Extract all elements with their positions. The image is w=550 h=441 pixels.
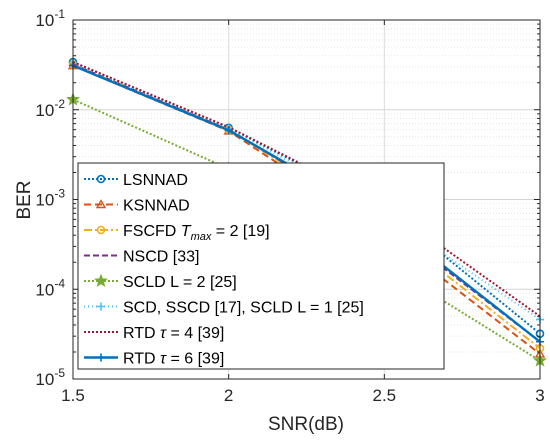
y-tick-exponent: -1	[54, 7, 65, 21]
legend-text-part: = 6 [39]	[166, 351, 224, 368]
legend-marker	[97, 302, 105, 311]
legend-marker	[96, 225, 106, 235]
legend-entry-2: KSNNAD	[84, 198, 190, 215]
legend-marker	[96, 174, 106, 184]
y-axis-label: BER	[14, 180, 35, 219]
legend-entry-1: LSNNAD	[84, 172, 188, 189]
plus-marker	[224, 126, 233, 135]
legend: LSNNAD KSNNAD FSCFD Tmax = 2 [19] NSCD [33]…	[77, 162, 445, 370]
y-tick-base: 10	[35, 191, 54, 210]
y-tick-label: 10-4	[35, 276, 65, 299]
legend-entry-4: NSCD [33]	[84, 249, 199, 266]
y-tick-label: 10-1	[35, 7, 65, 30]
legend-label: RTD τ = 6 [39]	[123, 351, 224, 368]
x-tick-label: 1.5	[61, 386, 85, 405]
series-line	[72, 61, 541, 318]
legend-entry-3: FSCFD Tmax = 2 [19]	[84, 223, 270, 243]
plus-marker	[97, 302, 105, 311]
legend-text-part: = 4 [39]	[166, 325, 224, 342]
legend-entry-6: SCD, SSCD [17], SCLD L = 1 [25]	[84, 300, 364, 317]
plus-marker	[97, 353, 105, 362]
legend-box	[77, 162, 445, 370]
x-tick-label: 3	[535, 386, 544, 405]
series-line	[72, 62, 541, 321]
legend-text-part: RTD	[123, 351, 160, 368]
y-tick-base: 10	[35, 11, 54, 30]
legend-entry-5: SCLD L = 2 [25]	[84, 273, 237, 291]
legend-text-part: = 2 [19]	[211, 223, 269, 240]
data-point	[224, 126, 233, 135]
legend-entry-7: RTD τ = 4 [39]	[84, 325, 224, 342]
star-marker	[93, 273, 109, 287]
x-tick-label: 2	[224, 386, 233, 405]
y-tick-exponent: -4	[54, 276, 65, 290]
legend-marker	[95, 199, 107, 209]
x-tick-label: 2.5	[373, 386, 397, 405]
y-tick-base: 10	[35, 370, 54, 389]
legend-text-part: RTD	[123, 325, 160, 342]
series-line	[72, 64, 541, 355]
legend-label: SCD, SSCD [17], SCLD L = 1 [25]	[123, 300, 364, 317]
circle-marker	[96, 225, 106, 235]
legend-marker	[97, 353, 105, 362]
legend-label: LSNNAD	[123, 172, 188, 189]
legend-label: FSCFD Tmax = 2 [19]	[123, 223, 270, 243]
triangle-marker	[95, 199, 107, 209]
legend-text-symbol: τ	[160, 351, 167, 368]
y-tick-exponent: -5	[54, 366, 65, 380]
legend-label: NSCD [33]	[123, 249, 199, 266]
circle-marker	[96, 174, 106, 184]
legend-text-symbol: τ	[160, 325, 167, 342]
y-tick-exponent: -2	[54, 97, 65, 111]
y-tick-base: 10	[35, 280, 54, 299]
legend-text-subscript: max	[191, 231, 212, 243]
y-tick-exponent: -3	[54, 187, 65, 201]
legend-marker	[93, 273, 109, 287]
legend-text-italic: T	[181, 223, 192, 240]
legend-entry-8: RTD τ = 6 [39]	[84, 351, 224, 368]
y-tick-label: 10-5	[35, 366, 65, 389]
x-axis-label: SNR(dB)	[268, 414, 344, 435]
ticks: 1.5 2 2.5 310-110-210-310-410-5	[35, 7, 544, 405]
y-tick-base: 10	[35, 101, 54, 120]
series-7	[72, 61, 541, 318]
y-tick-label: 10-3	[35, 187, 65, 210]
legend-text-part: FSCFD	[123, 223, 181, 240]
legend-label: SCLD L = 2 [25]	[123, 274, 237, 291]
legend-label: RTD τ = 4 [39]	[123, 325, 224, 342]
legend-label: KSNNAD	[123, 198, 190, 215]
y-tick-label: 10-2	[35, 97, 65, 120]
